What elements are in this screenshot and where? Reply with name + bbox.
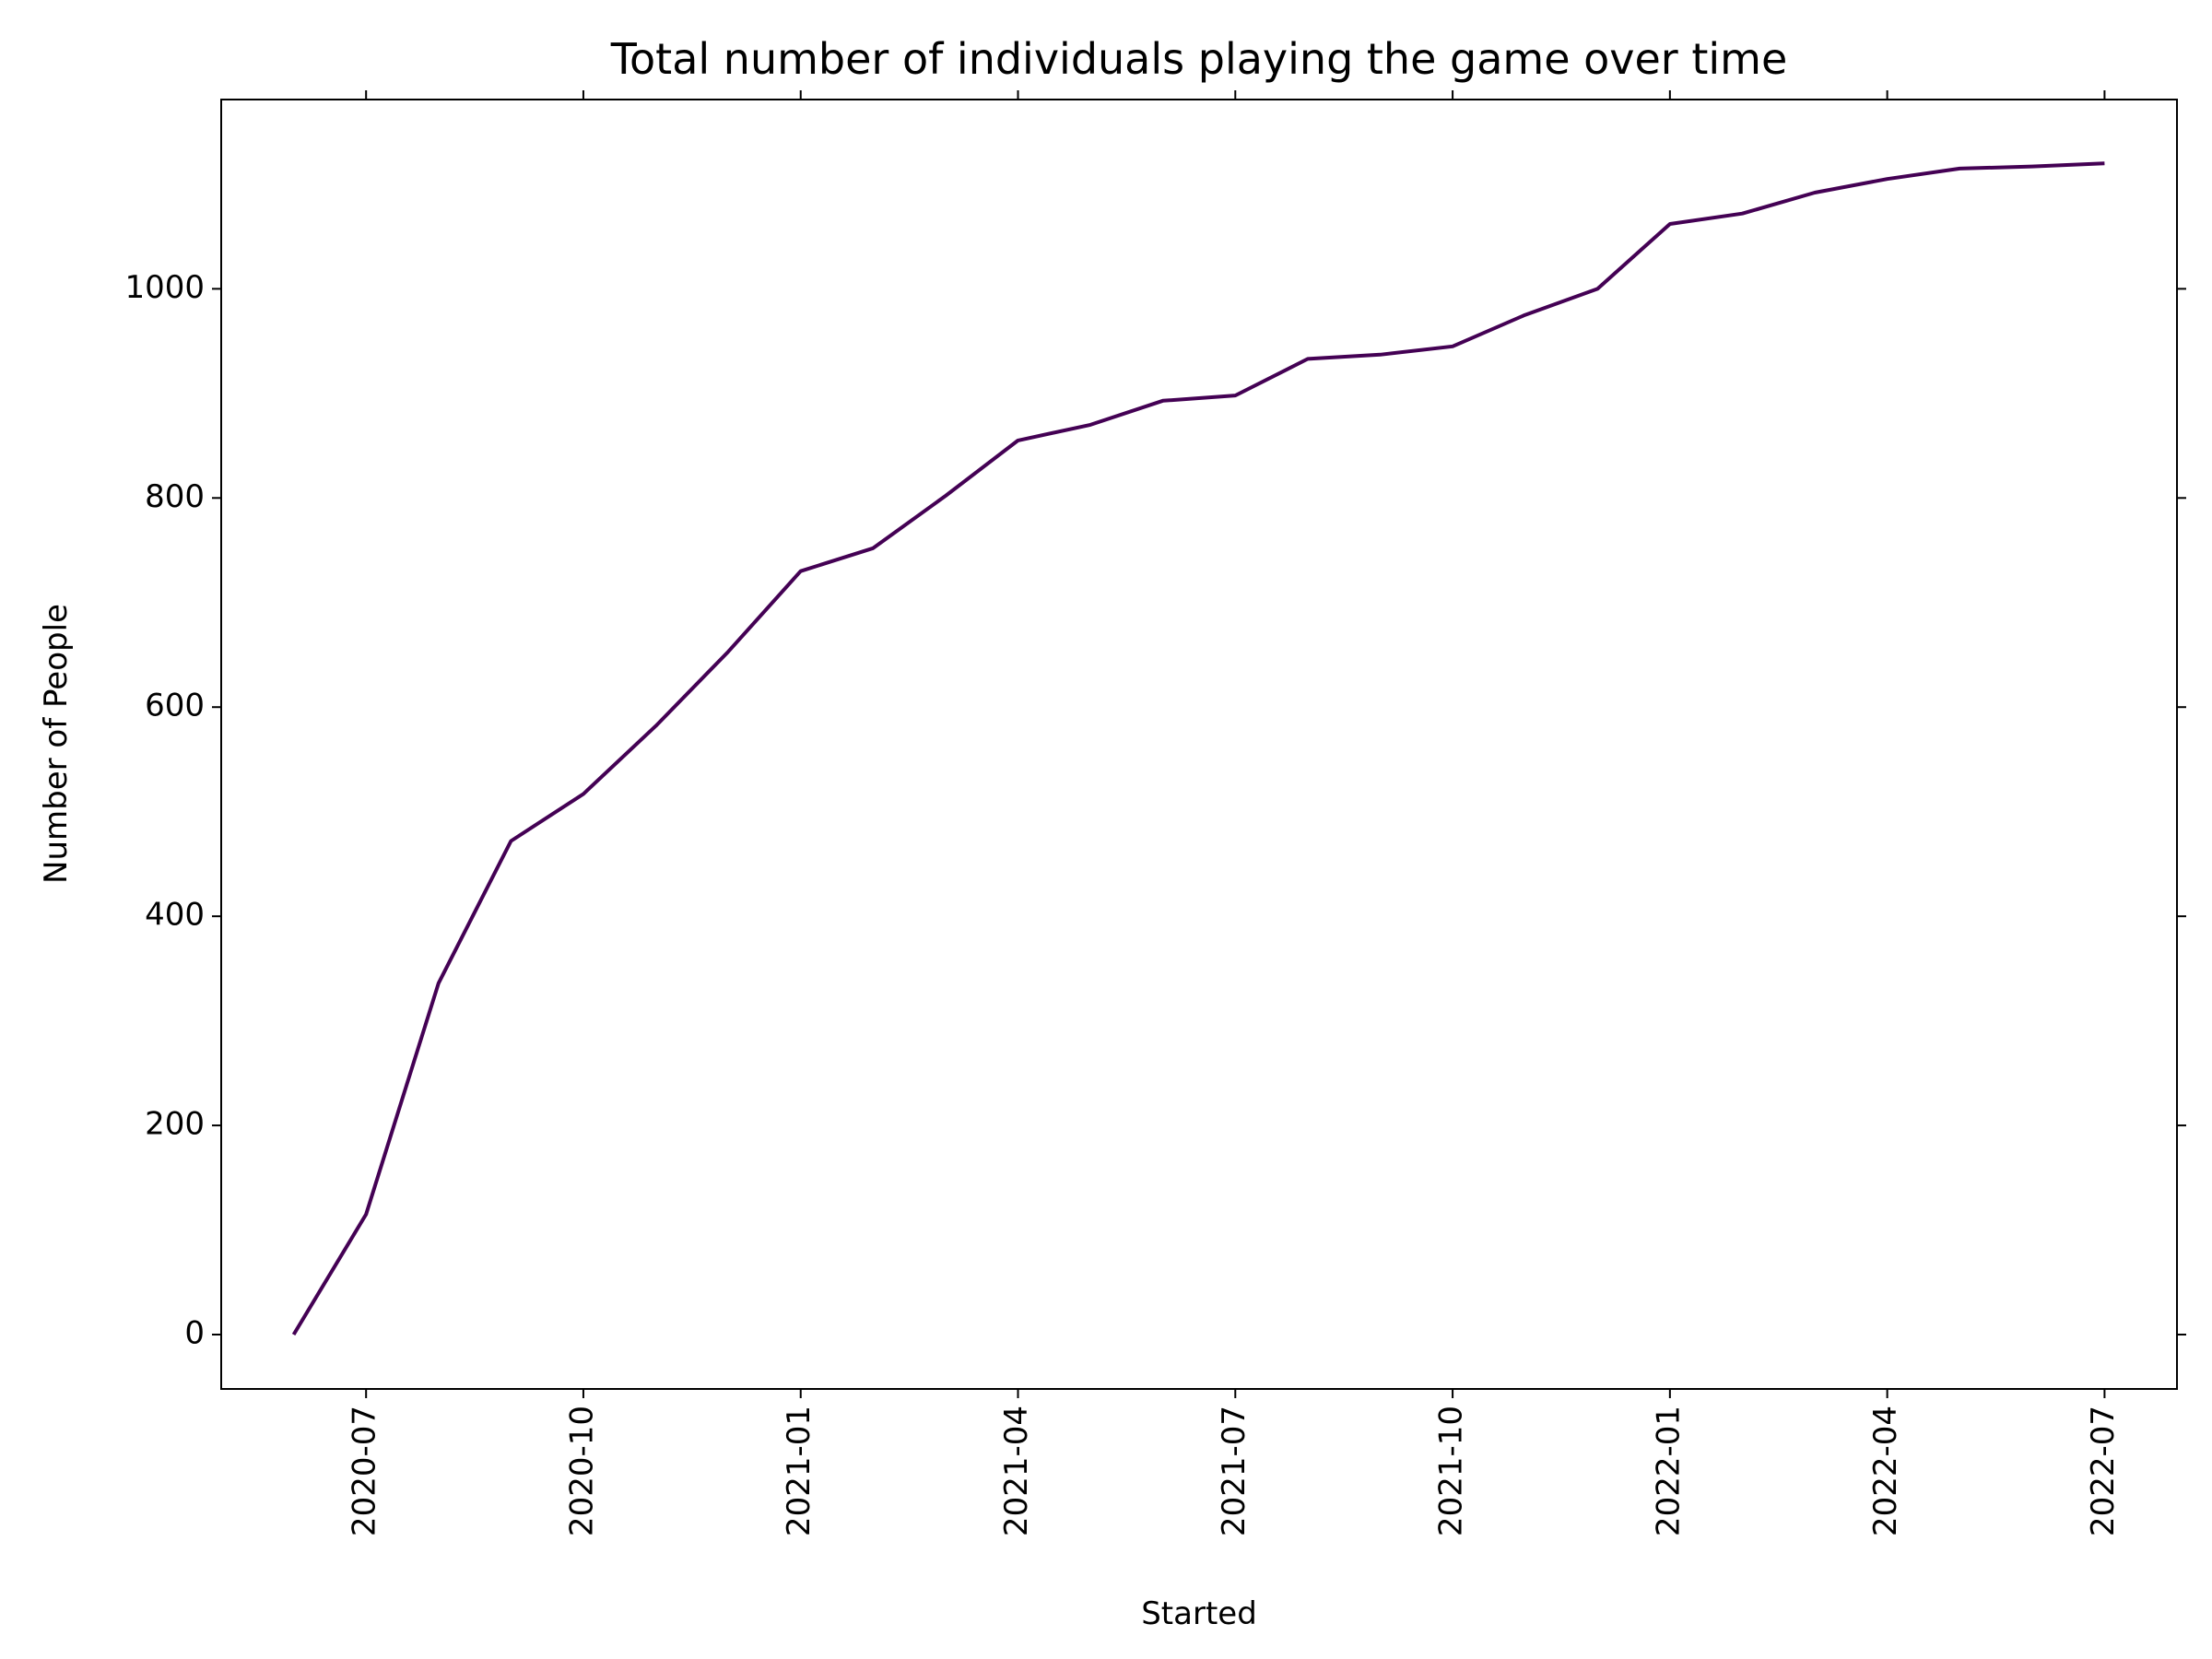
plot-frame xyxy=(220,99,2178,1390)
chart-title: Total number of individuals playing the … xyxy=(610,34,1788,84)
y-tick-label: 200 xyxy=(145,1106,205,1143)
y-axis-label: Number of People xyxy=(38,604,75,884)
x-tick-label: 2020-10 xyxy=(563,1406,600,1536)
x-tick-label: 2022-04 xyxy=(1867,1406,1904,1536)
y-tick-label: 600 xyxy=(145,688,205,724)
x-tick-label: 2021-04 xyxy=(998,1406,1035,1536)
data-line xyxy=(291,161,2105,1336)
x-tick-label: 2022-01 xyxy=(1650,1406,1687,1536)
x-tick-label: 2021-07 xyxy=(1216,1406,1253,1536)
x-tick-label: 2021-10 xyxy=(1433,1406,1470,1536)
y-tick-label: 0 xyxy=(184,1314,205,1351)
y-tick-label: 800 xyxy=(145,478,205,515)
x-tick-label: 2022-07 xyxy=(2085,1406,2122,1536)
x-tick-label: 2020-07 xyxy=(347,1406,383,1536)
x-axis-label: Started xyxy=(1141,1595,1257,1632)
y-tick-label: 1000 xyxy=(124,269,205,306)
y-tick-label: 400 xyxy=(145,897,205,934)
x-tick-label: 2021-01 xyxy=(781,1406,818,1536)
